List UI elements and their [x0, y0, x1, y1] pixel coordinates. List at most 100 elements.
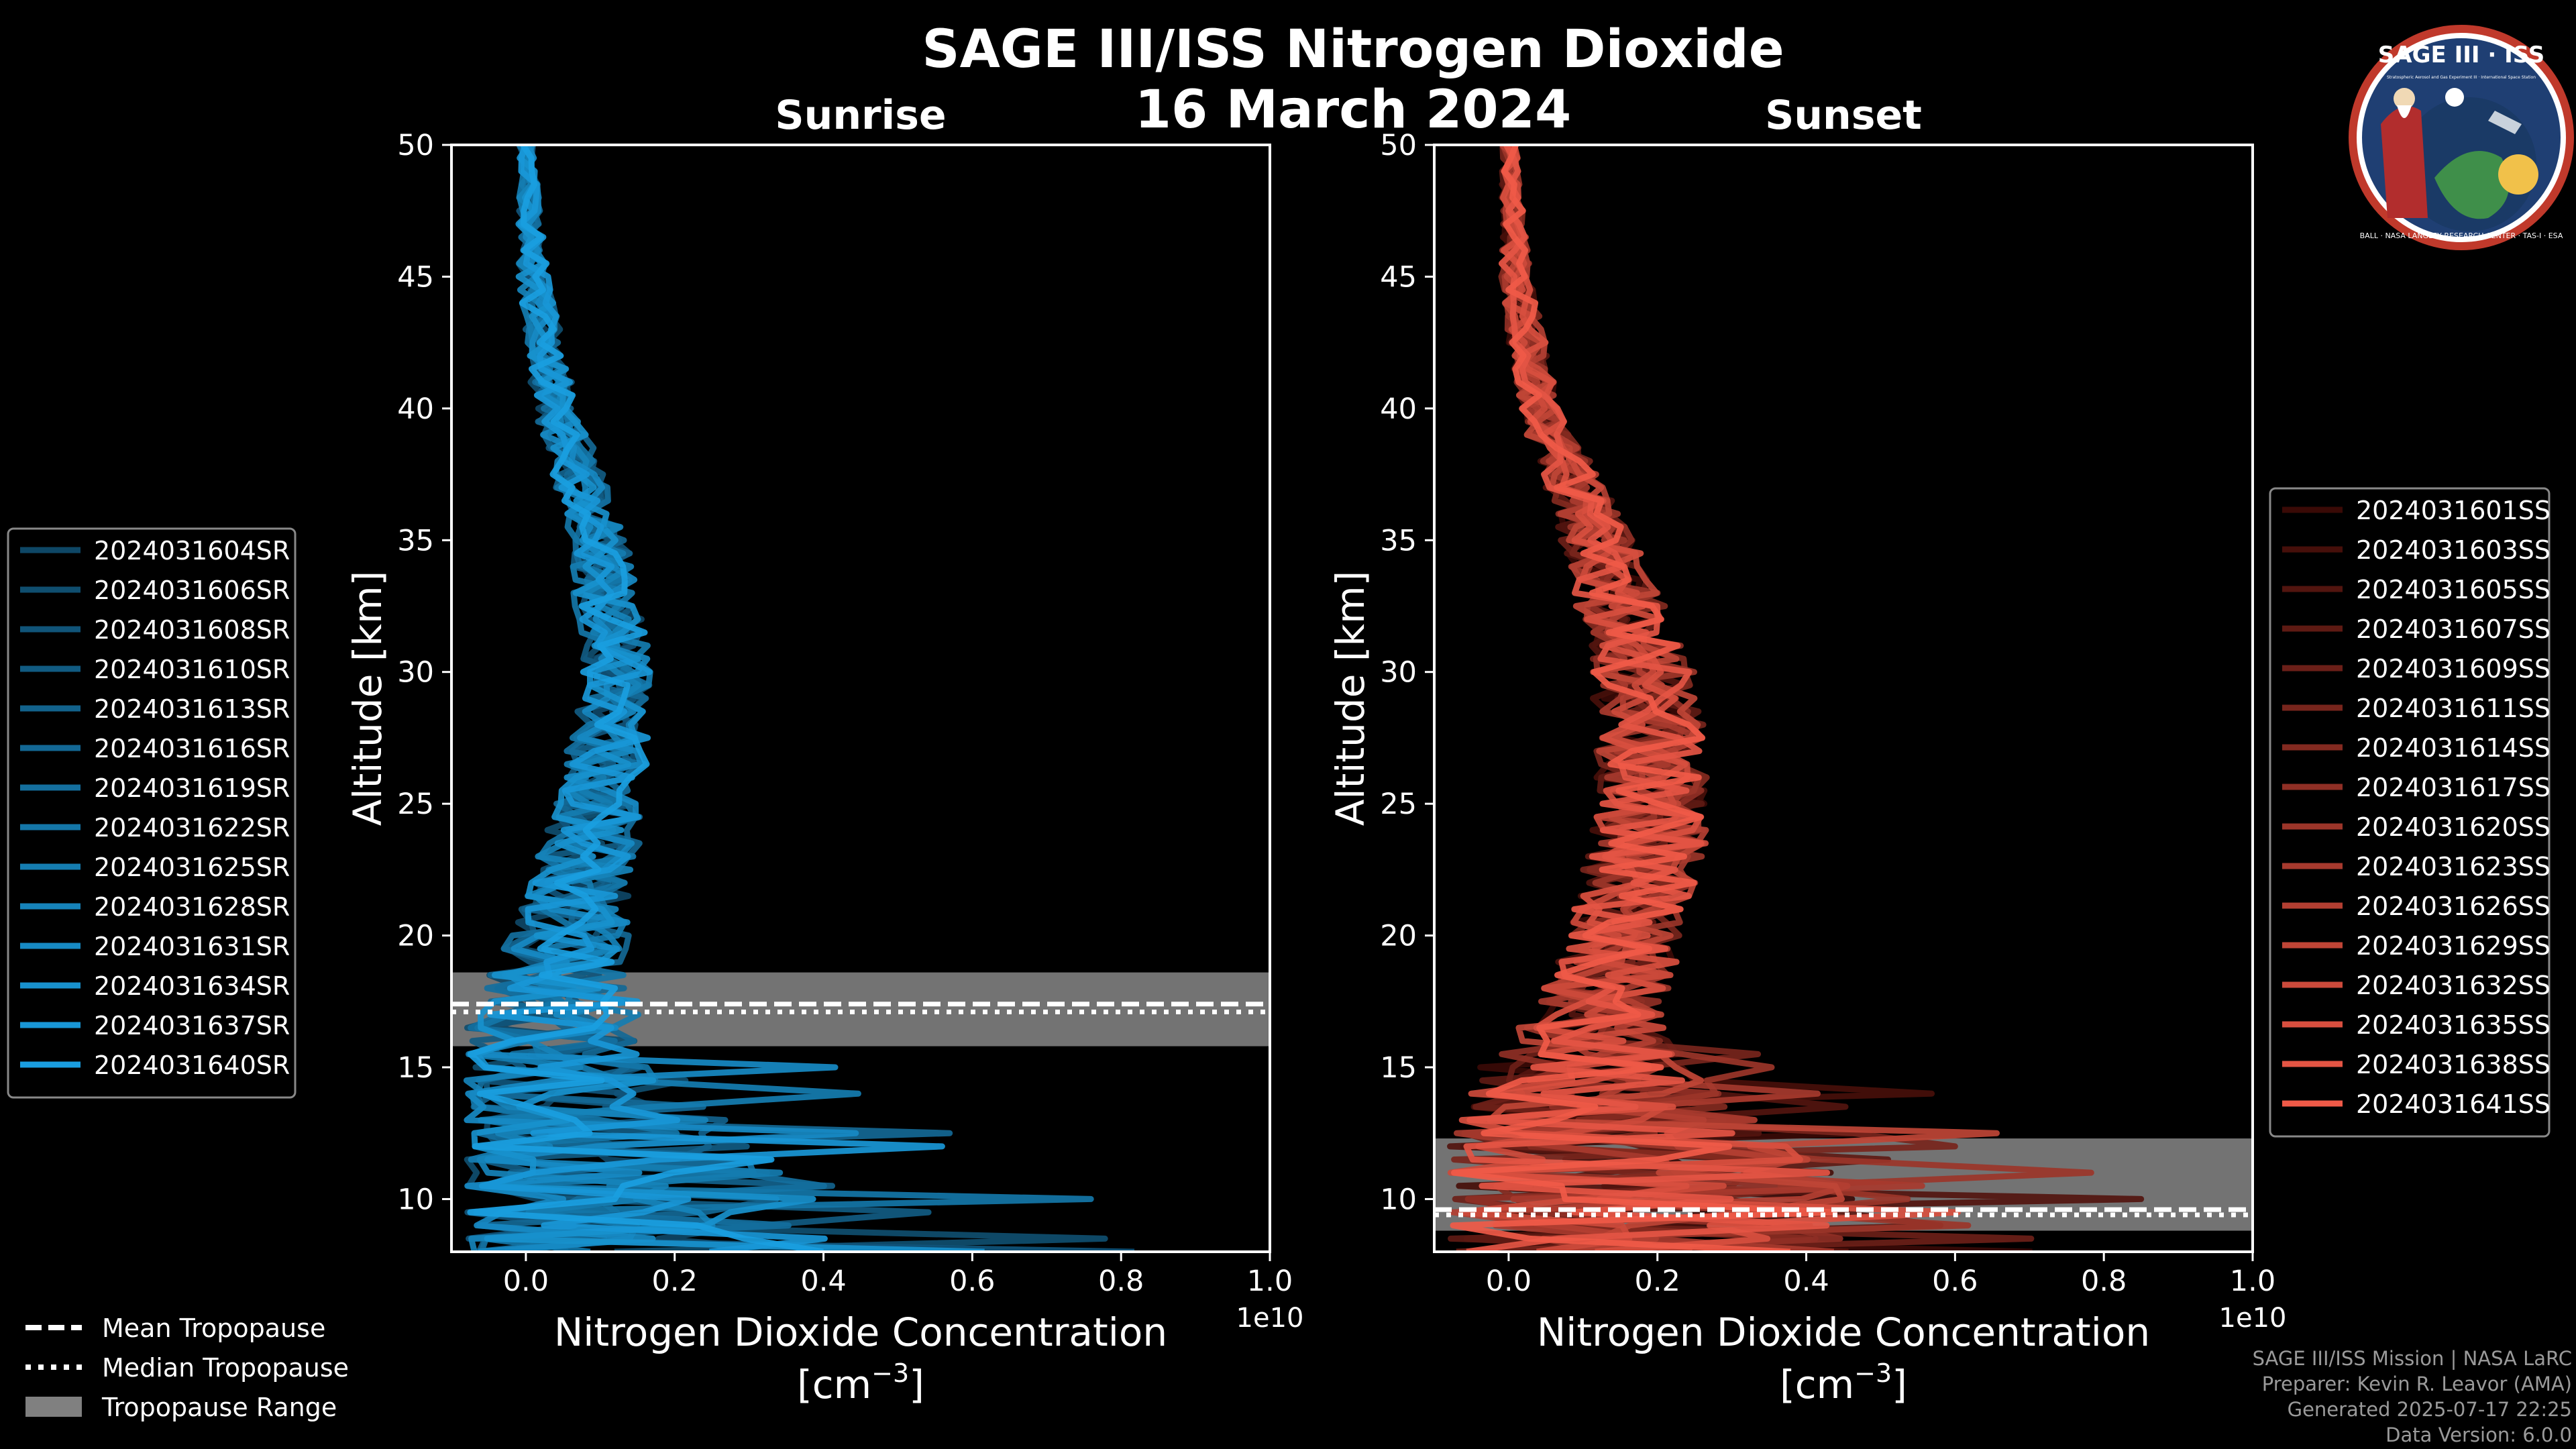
- x-tick-label: 0.2: [652, 1265, 698, 1298]
- tropopause-legend-label: Tropopause Range: [101, 1393, 337, 1422]
- legend-entry: 2024031617SS: [2356, 773, 2551, 802]
- legend-sunset: 2024031601SS 2024031603SS 2024031605SS 2024…: [2269, 487, 2551, 1138]
- axes-frame: [450, 144, 1271, 1253]
- panel-title: Sunset: [1765, 92, 1922, 139]
- series-line-2024031640SR: [467, 145, 824, 1252]
- footer-credits: SAGE III/ISS Mission | NASA LaRC Prepare…: [2253, 1346, 2572, 1448]
- legend-frame: [2269, 487, 2551, 1138]
- profiles-group: [1447, 145, 2145, 1252]
- legend-entry: 2024031632SS: [2356, 971, 2551, 1000]
- y-tick-label: 30: [397, 656, 434, 690]
- x-tick-label: 0.6: [1932, 1265, 1978, 1298]
- legend-entry: 2024031628SR: [94, 892, 290, 922]
- y-tick-label: 20: [1380, 920, 1417, 953]
- x-tick-label: 0.8: [2081, 1265, 2127, 1298]
- x-axis-unit: [cm−3]: [1780, 1358, 1907, 1407]
- chart-panel-1: 0.0 0.2 0.4 0.6 0.8 1.0 10 15 20 25 30 35 40 45 50 Suns…: [1328, 92, 2286, 1407]
- y-axis-label: Altitude [km]: [345, 571, 390, 826]
- y-tick-label: 35: [1380, 524, 1417, 557]
- legend-entry: 2024031603SS: [2356, 535, 2551, 565]
- legend-entry: 2024031611SS: [2356, 694, 2551, 723]
- figure-title: SAGE III/ISS Nitrogen Dioxide: [922, 19, 1784, 80]
- y-tick-label: 50: [397, 129, 434, 162]
- x-tick-label: 1.0: [1247, 1265, 1293, 1298]
- footer-line: SAGE III/ISS Mission | NASA LaRC: [2252, 1347, 2572, 1370]
- y-tick-label: 45: [1380, 260, 1417, 294]
- legend-entry: 2024031605SS: [2356, 575, 2551, 604]
- y-tick-label: 25: [397, 788, 434, 821]
- legend-entry: 2024031607SS: [2356, 614, 2551, 644]
- x-tick-label: 0.4: [1783, 1265, 1829, 1298]
- x-offset-text: 1e10: [1236, 1303, 1304, 1334]
- figure-date: 16 March 2024: [1135, 80, 1571, 140]
- legend-entry: 2024031608SR: [94, 615, 290, 645]
- y-tick-label: 20: [397, 920, 434, 953]
- x-tick-label: 1.0: [2230, 1265, 2275, 1298]
- legend-entry: 2024031635SS: [2356, 1010, 2551, 1040]
- legend-entry: 2024031640SR: [94, 1051, 290, 1080]
- y-tick-label: 15: [1380, 1051, 1417, 1085]
- y-tick-label: 45: [397, 260, 434, 294]
- legend-entry: 2024031626SS: [2356, 892, 2551, 921]
- y-tick-label: 30: [1380, 656, 1417, 690]
- y-tick-label: 40: [1380, 392, 1417, 426]
- y-tick-label: 40: [397, 392, 434, 426]
- y-tick-label: 35: [397, 524, 434, 557]
- legend-entry: 2024031614SS: [2356, 733, 2551, 763]
- legend-entry: 2024031610SR: [94, 655, 290, 684]
- x-tick-label: 0.0: [1486, 1265, 1532, 1298]
- legend-entry: 2024031613SR: [94, 694, 290, 724]
- legend-entry: 2024031629SS: [2356, 931, 2551, 961]
- legend-entry: 2024031604SR: [94, 536, 290, 566]
- tropopause-legend: Mean Tropopause Median Tropopause Tropopau…: [25, 1313, 349, 1422]
- x-axis-unit: [cm−3]: [797, 1358, 924, 1407]
- x-offset-text: 1e10: [2219, 1303, 2287, 1334]
- legend-sunrise: 2024031604SR 2024031606SR 2024031608SR 2024…: [7, 527, 297, 1099]
- y-tick-label: 50: [1380, 129, 1417, 162]
- logo-title: SAGE III · ISS: [2378, 42, 2544, 68]
- logo-ring-text: BALL · NASA LANGLEY RESEARCH CENTER · TA…: [2360, 231, 2563, 240]
- tropopause-legend-label: Mean Tropopause: [102, 1313, 325, 1343]
- sage-logo: SAGE III · ISS Stratospheric Aerosol and…: [2349, 25, 2574, 250]
- x-tick-label: 0.0: [503, 1265, 549, 1298]
- legend-entry: 2024031631SR: [94, 932, 290, 961]
- axes-frame: [1433, 144, 2254, 1253]
- tropopause-legend-label: Median Tropopause: [102, 1353, 349, 1383]
- legend-entry: 2024031638SS: [2356, 1050, 2551, 1079]
- legend-entry: 2024031620SS: [2356, 812, 2551, 842]
- footer-line: Generated 2025-07-17 22:25: [2287, 1398, 2572, 1421]
- legend-entry: 2024031623SS: [2356, 852, 2551, 881]
- y-tick-label: 25: [1380, 788, 1417, 821]
- legend-entry: 2024031609SS: [2356, 654, 2551, 684]
- legend-entry: 2024031606SR: [94, 576, 290, 605]
- series-line-2024031641SS: [1450, 145, 1837, 1252]
- legend-entry: 2024031619SR: [94, 773, 290, 803]
- series-line-2024031606SR: [464, 145, 1108, 1252]
- legend-entry: 2024031637SR: [94, 1011, 290, 1040]
- footer-line: Data Version: 6.0.0: [2385, 1424, 2572, 1446]
- y-tick-label: 10: [397, 1183, 434, 1216]
- x-tick-label: 0.8: [1098, 1265, 1144, 1298]
- x-axis-label: Nitrogen Dioxide Concentration: [1537, 1309, 2150, 1355]
- panel-title: Sunrise: [775, 92, 946, 139]
- legend-entry: 2024031625SR: [94, 853, 290, 882]
- chart-panel-0: 0.0 0.2 0.4 0.6 0.8 1.0 10 15 20 25 30 35 40 45 50 Sunr…: [345, 92, 1303, 1407]
- legend-entry: 2024031601SS: [2356, 496, 2551, 525]
- profiles-group: [463, 145, 1135, 1252]
- legend-entry: 2024031622SR: [94, 813, 290, 843]
- legend-entry: 2024031634SR: [94, 971, 290, 1001]
- x-tick-label: 0.4: [800, 1265, 846, 1298]
- footer-line: Preparer: Kevin R. Leavor (AMA): [2261, 1373, 2572, 1395]
- y-tick-label: 15: [397, 1051, 434, 1085]
- x-axis-label: Nitrogen Dioxide Concentration: [554, 1309, 1167, 1355]
- logo-small: Stratospheric Aerosol and Gas Experiment…: [2387, 75, 2536, 80]
- legend-entry: 2024031616SR: [94, 734, 290, 763]
- y-tick-label: 10: [1380, 1183, 1417, 1216]
- series-line-2024031638SS: [1463, 145, 1831, 1252]
- x-tick-label: 0.6: [949, 1265, 995, 1298]
- legend-entry: 2024031641SS: [2356, 1089, 2551, 1119]
- y-axis-label: Altitude [km]: [1328, 571, 1373, 826]
- tropopause-range-swatch: [25, 1397, 82, 1417]
- x-tick-label: 0.2: [1635, 1265, 1680, 1298]
